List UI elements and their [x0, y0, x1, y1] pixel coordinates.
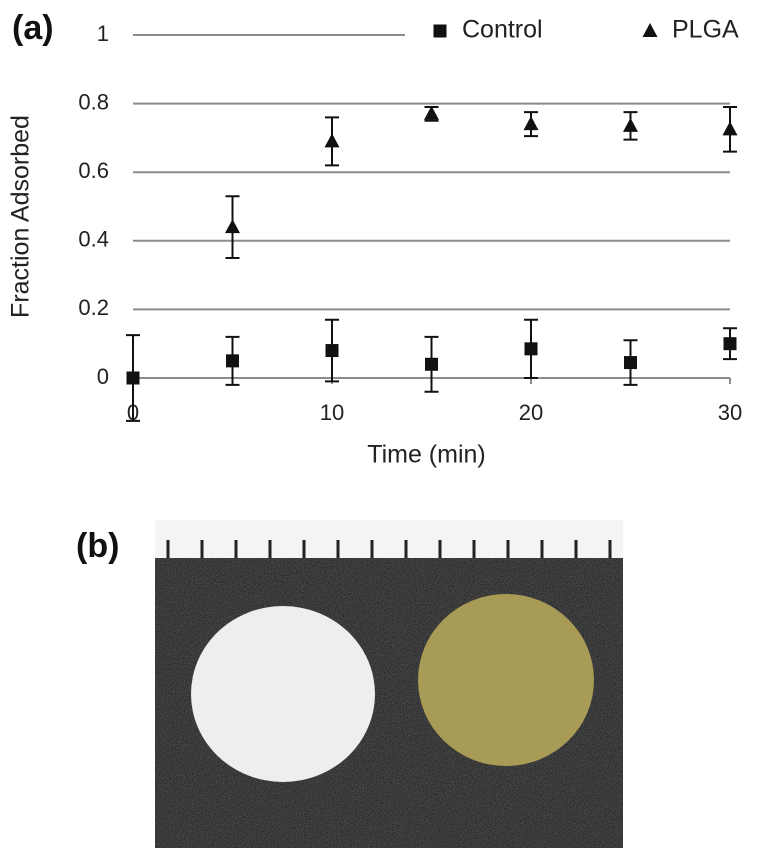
panel-label: (a) [12, 9, 54, 47]
panel-label: (b) [76, 527, 119, 565]
x-tick-label: 20 [519, 400, 543, 425]
point [324, 133, 340, 148]
legend-label: Control [462, 16, 543, 44]
x-axis-label: Time (min) [367, 441, 486, 469]
y-tick-label: 0.8 [78, 89, 109, 114]
point [624, 356, 637, 370]
y-axis-label: Fraction Adsorbed [7, 115, 35, 318]
legend-marker [642, 23, 658, 37]
point [425, 357, 438, 371]
point [424, 105, 439, 120]
y-tick-label: 0.4 [78, 227, 109, 252]
point [723, 337, 737, 351]
point [225, 219, 240, 234]
y-tick-label: 0.6 [78, 158, 109, 183]
point [325, 344, 339, 358]
y-tick-label: 1 [97, 21, 109, 46]
y-tick-label: 0.2 [78, 295, 109, 320]
point [126, 371, 140, 385]
photo [155, 520, 623, 848]
legend-label: PLGA [672, 16, 739, 44]
x-tick-label: 30 [718, 400, 742, 425]
point [226, 354, 239, 368]
point [722, 121, 738, 136]
point [623, 117, 638, 132]
y-tick-label: 0 [97, 364, 109, 389]
point [524, 342, 538, 356]
point [523, 116, 539, 131]
x-tick-label: 10 [320, 400, 344, 425]
legend-marker [433, 24, 447, 38]
legend-box [405, 16, 760, 56]
